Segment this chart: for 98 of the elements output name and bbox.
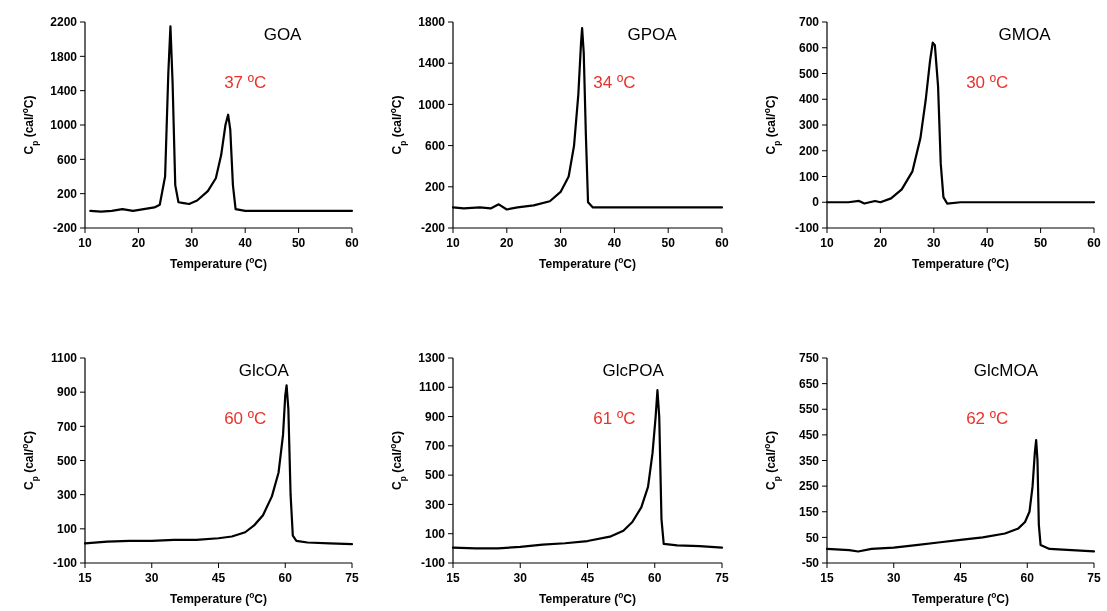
y-tick-label: 350	[798, 453, 820, 468]
y-tick-label: 550	[798, 402, 820, 417]
y-tick-label: 150	[798, 504, 820, 519]
y-tick-label: 50	[805, 530, 820, 545]
y-tick-label: 200	[798, 143, 820, 158]
y-tick-label: 1100	[50, 351, 78, 366]
x-tick-label: 20	[131, 236, 146, 250]
x-tick-label: 20	[873, 236, 888, 250]
x-tick-label: 60	[345, 236, 359, 250]
x-tick-label: 30	[553, 236, 568, 250]
x-axis-title: Temperature ($^{o}$C)	[912, 590, 1009, 606]
chart-title: GPOA	[627, 25, 678, 44]
y-tick-label: 700	[56, 419, 78, 434]
x-tick-label: 40	[238, 236, 253, 250]
x-tick-label: 45	[580, 571, 595, 585]
y-tick-label: 1100	[418, 380, 446, 395]
x-tick-label: 30	[185, 236, 199, 250]
x-tick-label: 40	[980, 236, 995, 250]
y-tick-label: -200	[52, 221, 78, 236]
y-tick-label: 400	[798, 92, 820, 107]
y-tick-label: 600	[798, 40, 820, 55]
y-tick-label: 100	[798, 169, 820, 184]
x-tick-label: 10	[446, 236, 460, 250]
y-tick-label: 100	[56, 522, 78, 537]
chart-title: GlcPOA	[602, 361, 665, 380]
annotation: 37 ºC	[224, 73, 267, 92]
x-tick-label: 50	[291, 236, 306, 250]
y-tick-label: 500	[424, 468, 446, 483]
y-tick-label: -200	[420, 221, 446, 236]
x-tick-label: 15	[446, 571, 460, 585]
x-tick-label: 75	[345, 571, 359, 585]
annotation: 62 ºC	[966, 409, 1009, 428]
x-axis-title: Temperature ($^{o}$C)	[170, 590, 267, 606]
x-tick-label: 40	[607, 236, 622, 250]
y-tick-label: 2200	[50, 15, 78, 30]
y-tick-label: -100	[794, 221, 820, 236]
x-tick-label: 30	[887, 571, 901, 585]
y-tick-label: 300	[798, 118, 820, 133]
y-tick-label: 100	[424, 526, 446, 541]
y-tick-label: 500	[798, 66, 820, 81]
x-tick-label: 75	[715, 571, 729, 585]
x-tick-label: 60	[1020, 571, 1035, 585]
y-tick-label: 0	[812, 195, 820, 210]
x-tick-label: 30	[145, 571, 159, 585]
x-tick-label: 15	[78, 571, 92, 585]
x-tick-label: 50	[661, 236, 676, 250]
y-tick-label: 900	[424, 409, 446, 424]
x-tick-label: 20	[500, 236, 514, 250]
x-tick-label: 60	[1087, 236, 1101, 250]
x-tick-label: 15	[820, 571, 834, 585]
x-axis-title: Temperature ($^{o}$C)	[539, 255, 636, 271]
y-tick-label: 200	[424, 180, 446, 194]
x-tick-label: 75	[1087, 571, 1101, 585]
x-tick-label: 30	[927, 236, 941, 250]
y-tick-label: -100	[52, 556, 78, 571]
y-tick-label: 300	[56, 487, 78, 502]
x-tick-label: 60	[715, 236, 729, 250]
x-tick-label: 60	[278, 571, 293, 585]
chart-title: GlcOA	[238, 361, 290, 380]
chart-title: GOA	[263, 25, 303, 44]
y-tick-label: 1000	[418, 97, 446, 112]
y-tick-label: 650	[798, 376, 820, 391]
annotation: 34 ºC	[593, 73, 636, 92]
x-axis-title: Temperature ($^{o}$C)	[170, 255, 267, 271]
y-tick-label: 250	[798, 479, 820, 494]
y-tick-label: 700	[798, 15, 820, 30]
y-tick-label: 200	[56, 186, 78, 201]
x-axis-title: Temperature ($^{o}$C)	[912, 255, 1009, 271]
y-tick-label: 500	[56, 453, 78, 468]
x-tick-label: 10	[78, 236, 92, 250]
y-tick-label: 600	[56, 152, 78, 167]
x-tick-label: 10	[820, 236, 834, 250]
y-tick-label: 900	[56, 385, 78, 400]
y-tick-label: 1300	[418, 351, 446, 366]
annotation: 61 ºC	[593, 409, 636, 428]
x-tick-label: 45	[953, 571, 968, 585]
y-tick-label: -50	[801, 556, 820, 571]
y-tick-label: 1400	[418, 56, 446, 71]
annotation: 30 ºC	[966, 73, 1009, 92]
y-tick-label: 700	[424, 439, 446, 454]
y-tick-label: 600	[424, 138, 446, 153]
y-tick-label: 1800	[50, 49, 78, 64]
y-tick-label: 450	[798, 428, 820, 443]
chart-title: GMOA	[998, 25, 1052, 44]
annotation: 60 ºC	[224, 409, 267, 428]
x-tick-label: 50	[1033, 236, 1048, 250]
x-tick-label: 45	[211, 571, 226, 585]
y-tick-label: 300	[424, 497, 446, 512]
y-tick-label: 1000	[50, 118, 78, 133]
y-tick-label: -100	[420, 556, 446, 571]
x-tick-label: 30	[513, 571, 528, 585]
x-tick-label: 60	[648, 571, 662, 585]
x-axis-title: Temperature ($^{o}$C)	[539, 590, 636, 606]
y-tick-label: 1400	[50, 83, 78, 98]
y-tick-label: 750	[798, 351, 820, 366]
y-tick-label: 1800	[418, 15, 446, 30]
chart-title: GlcMOA	[973, 361, 1039, 380]
line-series	[89, 25, 354, 213]
